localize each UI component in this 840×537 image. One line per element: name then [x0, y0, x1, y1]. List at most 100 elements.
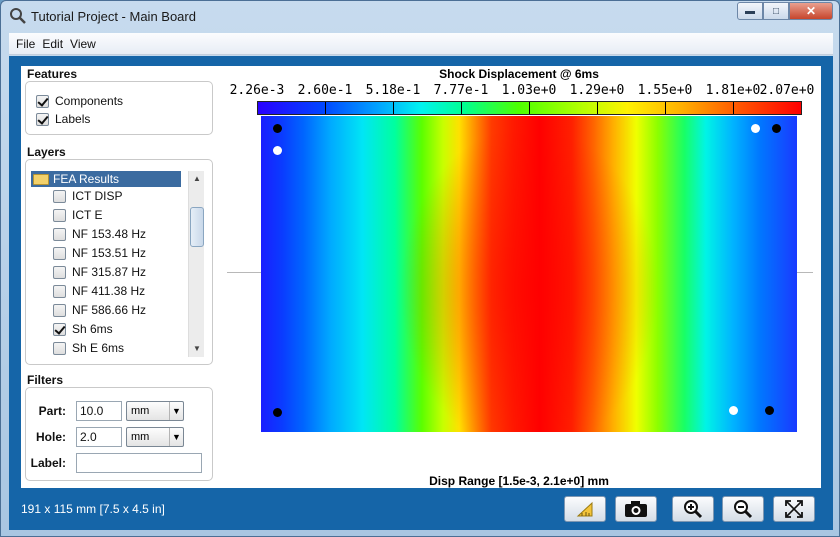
displacement-heatmap[interactable] — [261, 116, 797, 432]
scale-tick — [393, 102, 394, 114]
layer-item-label: NF 153.48 Hz — [72, 227, 147, 241]
layers-panel: FEA Results ICT DISP ICT E NF 153.48 Hz — [25, 159, 213, 365]
hole-input[interactable] — [76, 427, 122, 447]
layer-item-nf-153-48[interactable]: NF 153.48 Hz — [53, 227, 146, 241]
scroll-thumb[interactable] — [190, 207, 204, 247]
plot-title: Shock Displacement @ 6ms — [439, 67, 599, 81]
scale-tick — [733, 102, 734, 114]
content-panel: Features Components Labels Layers FEA Re… — [21, 66, 821, 488]
layer-item-label: ICT E — [72, 208, 103, 222]
scale-label: 2.60e-1 — [297, 83, 353, 98]
layer-checkbox[interactable] — [53, 341, 66, 355]
mounting-hole — [751, 124, 760, 133]
layer-checkbox[interactable] — [53, 246, 66, 260]
camera-icon — [625, 501, 647, 517]
zoom-out-icon — [734, 500, 753, 519]
scale-tick — [529, 102, 530, 114]
layer-item-sh-6ms[interactable]: Sh 6ms — [53, 322, 113, 336]
components-checkbox[interactable] — [36, 94, 49, 108]
maximize-button[interactable]: □ — [763, 2, 789, 20]
layer-item-ict-disp[interactable]: ICT DISP — [53, 189, 122, 203]
scale-label: 1.55e+0 — [637, 83, 693, 98]
features-item-components[interactable]: Components — [36, 94, 123, 108]
layer-group-fea-results[interactable]: FEA Results — [31, 171, 181, 187]
zoom-out-button[interactable] — [722, 496, 764, 522]
scale-label: 1.29e+0 — [569, 83, 625, 98]
chevron-down-icon: ▼ — [169, 428, 183, 446]
mounting-hole — [273, 408, 282, 417]
title-bar: Tutorial Project - Main Board ▬ □ ✕ — [1, 1, 839, 33]
hole-unit-select[interactable]: mm ▼ — [126, 427, 184, 447]
zoom-in-button[interactable] — [672, 496, 714, 522]
displacement-range-label: Disp Range [1.5e-3, 2.1e+0] mm — [429, 474, 609, 488]
components-label: Components — [55, 94, 124, 108]
mounting-hole — [729, 406, 738, 415]
scale-label: 2.07e+0 — [759, 83, 815, 98]
layer-item-nf-411-38[interactable]: NF 411.38 Hz — [53, 284, 145, 298]
layer-item-nf-153-51[interactable]: NF 153.51 Hz — [53, 246, 146, 260]
chevron-down-icon: ▼ — [169, 402, 183, 420]
layer-item-ict-e[interactable]: ICT E — [53, 208, 102, 222]
zoom-in-icon — [684, 500, 703, 519]
layers-list: FEA Results ICT DISP ICT E NF 153.48 Hz — [31, 171, 187, 357]
layer-checkbox[interactable] — [53, 265, 66, 279]
layer-item-nf-586-66[interactable]: NF 586.66 Hz — [53, 303, 146, 317]
layer-checkbox[interactable] — [53, 322, 66, 336]
folder-icon — [33, 173, 49, 185]
layers-title: Layers — [27, 145, 66, 159]
layer-item-label: NF 315.87 Hz — [72, 265, 147, 279]
label-input[interactable] — [76, 453, 202, 473]
layer-item-label: ICT DISP — [72, 189, 123, 203]
layers-scrollbar[interactable]: ▲ ▼ — [188, 171, 204, 357]
measure-button[interactable] — [564, 496, 606, 522]
features-item-labels[interactable]: Labels — [36, 112, 90, 126]
scroll-up-icon[interactable]: ▲ — [193, 174, 201, 183]
mounting-hole — [273, 124, 282, 133]
filters-panel: Part: mm ▼ Hole: mm ▼ Label: — [25, 387, 213, 481]
measure-icon — [576, 501, 593, 517]
layer-item-nf-315-87[interactable]: NF 315.87 Hz — [53, 265, 146, 279]
part-input[interactable] — [76, 401, 122, 421]
layer-checkbox[interactable] — [53, 208, 66, 222]
hole-label: Hole: — [36, 430, 66, 444]
layer-item-label: NF 411.38 Hz — [72, 284, 146, 298]
scale-tick — [597, 102, 598, 114]
fit-icon — [785, 500, 803, 518]
hole-unit-value: mm — [131, 431, 150, 443]
part-unit-value: mm — [131, 405, 150, 417]
board-size-status: 191 x 115 mm [7.5 x 4.5 in] — [21, 502, 165, 516]
labels-checkbox[interactable] — [36, 112, 49, 126]
scale-label: 7.77e-1 — [433, 83, 489, 98]
menu-edit[interactable]: Edit — [42, 36, 64, 51]
label-label: Label: — [30, 456, 66, 470]
close-button[interactable]: ✕ — [789, 2, 833, 20]
menu-bar: File Edit View — [9, 33, 833, 55]
layer-item-label: NF 586.66 Hz — [72, 303, 147, 317]
mounting-hole — [772, 124, 781, 133]
screenshot-button[interactable] — [615, 496, 657, 522]
scroll-down-icon[interactable]: ▼ — [193, 344, 201, 353]
fit-view-button[interactable] — [773, 496, 815, 522]
layer-checkbox[interactable] — [53, 303, 66, 317]
mounting-hole — [765, 406, 774, 415]
layer-group-label: FEA Results — [53, 172, 120, 186]
scale-tick — [461, 102, 462, 114]
part-unit-select[interactable]: mm ▼ — [126, 401, 184, 421]
minimize-button[interactable]: ▬ — [737, 2, 763, 20]
scale-label: 1.03e+0 — [501, 83, 557, 98]
layer-checkbox[interactable] — [53, 227, 66, 241]
menu-view[interactable]: View — [70, 36, 96, 51]
scale-tick — [665, 102, 666, 114]
layer-checkbox[interactable] — [53, 284, 66, 298]
part-label: Part: — [38, 404, 66, 418]
color-scale-bar — [257, 101, 802, 115]
layer-item-label: NF 153.51 Hz — [72, 246, 147, 260]
app-icon — [10, 8, 26, 24]
layer-checkbox[interactable] — [53, 189, 66, 203]
scale-label: 5.18e-1 — [365, 83, 421, 98]
layer-item-label: Sh E 6ms — [72, 341, 125, 355]
menu-file[interactable]: File — [16, 36, 36, 51]
features-title: Features — [27, 67, 78, 81]
layer-item-sh-e-6ms[interactable]: Sh E 6ms — [53, 341, 124, 355]
